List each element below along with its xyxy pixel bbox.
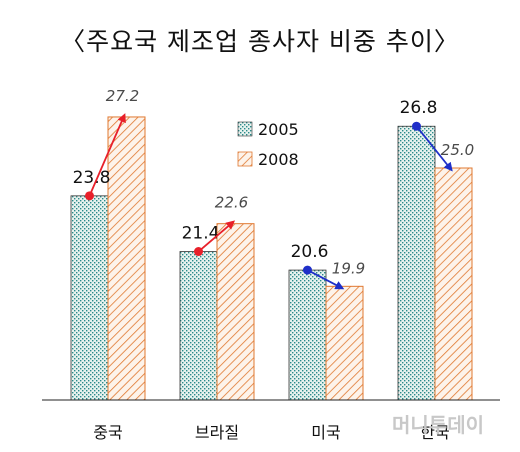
increase-arrow-0 — [88, 113, 126, 197]
value-label-2008-2: 19.9 — [332, 259, 365, 277]
value-label-2005-0: 23.8 — [73, 168, 111, 188]
bar-2008-1 — [216, 223, 255, 401]
decrease-arrow-2 — [307, 269, 345, 290]
category-label-0: 중국 — [93, 423, 122, 442]
value-label-2005-3: 26.8 — [400, 98, 438, 118]
legend-swatch-2005 — [237, 121, 253, 137]
value-label-2005-2: 20.6 — [291, 242, 329, 262]
bar-2005-0 — [70, 195, 109, 401]
legend-label-2008: 2008 — [258, 150, 299, 169]
value-label-2008-0: 27.2 — [106, 87, 139, 105]
decrease-arrow-3 — [415, 125, 453, 172]
category-label-1: 브라질 — [195, 423, 239, 442]
bar-2005-2 — [288, 269, 327, 401]
category-label-2: 미국 — [311, 423, 340, 442]
watermark-text: 머니투데이 — [392, 413, 484, 437]
arrows-layer — [85, 113, 453, 290]
value-label-2008-1: 22.6 — [215, 194, 248, 212]
value-label-2008-3: 25.0 — [441, 141, 474, 159]
bar-2008-0 — [107, 116, 146, 401]
category-label-3: 한국 — [420, 423, 449, 442]
legend: 2005 2008 — [237, 120, 299, 169]
legend-label-2005: 2005 — [258, 120, 299, 139]
increase-arrow-1 — [197, 220, 236, 253]
bar-2005-1 — [179, 251, 218, 401]
value-label-2005-1: 21.4 — [182, 224, 220, 244]
bar-2008-3 — [434, 167, 473, 401]
bars-layer — [70, 116, 473, 401]
bar-2008-2 — [325, 285, 364, 401]
labels-layer: 23.8 27.2 21.4 22.6 20.619.9 26.8 25.0 — [73, 87, 475, 277]
legend-swatch-2008 — [237, 151, 253, 167]
bar-2005-3 — [397, 125, 436, 401]
category-labels: 중국 브라질 미국 한국 — [93, 423, 449, 442]
chart-title: 〈주요국 제조업 종사자 비중 추이〉 — [60, 27, 460, 56]
